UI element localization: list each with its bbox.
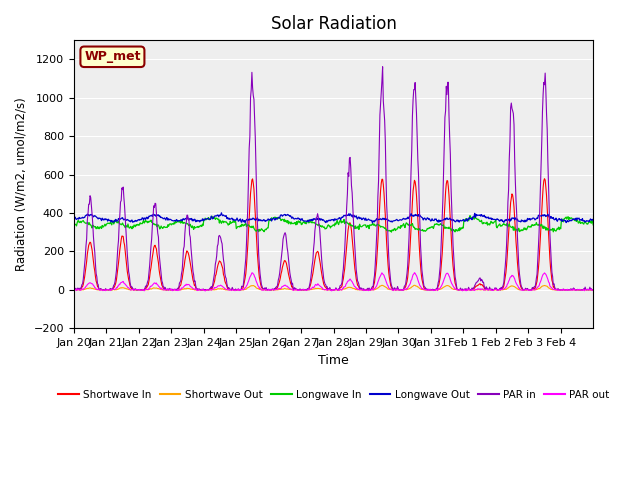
Text: WP_met: WP_met <box>84 50 141 63</box>
Title: Solar Radiation: Solar Radiation <box>271 15 396 33</box>
X-axis label: Time: Time <box>318 354 349 367</box>
Legend: Shortwave In, Shortwave Out, Longwave In, Longwave Out, PAR in, PAR out: Shortwave In, Shortwave Out, Longwave In… <box>54 385 613 404</box>
Y-axis label: Radiation (W/m2, umol/m2/s): Radiation (W/m2, umol/m2/s) <box>15 97 28 271</box>
